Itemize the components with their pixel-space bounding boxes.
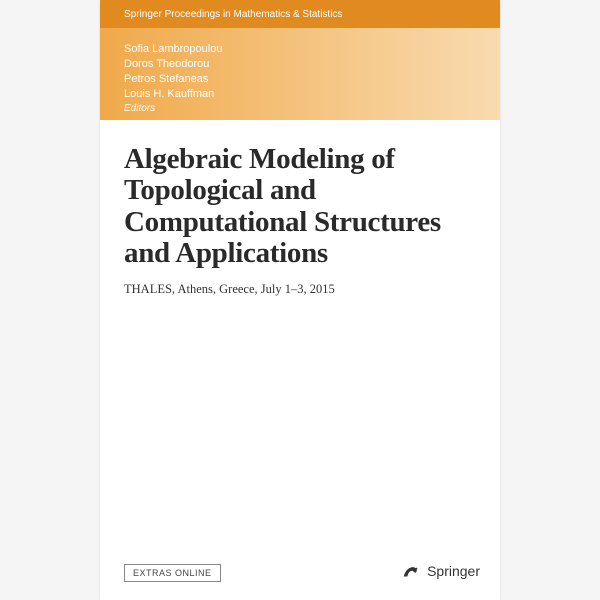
series-band: Springer Proceedings in Mathematics & St… [100, 0, 500, 28]
editor-name: Petros Stefaneas [124, 72, 500, 87]
springer-horse-icon [400, 560, 422, 582]
editor-name: Doros Theodorou [124, 57, 500, 72]
editor-name: Louis H. Kauffman [124, 87, 500, 102]
book-title: Algebraic Modeling of Topological and Co… [124, 144, 476, 269]
publisher: Springer [400, 560, 480, 582]
footer-area: EXTRAS ONLINE Springer [100, 560, 500, 582]
editor-name: Sofia Lambropoulou [124, 42, 500, 57]
editors-band: Sofia Lambropoulou Doros Theodorou Petro… [100, 28, 500, 120]
book-subtitle: THALES, Athens, Greece, July 1–3, 2015 [124, 281, 476, 297]
series-label: Springer Proceedings in Mathematics & St… [124, 9, 342, 20]
extras-badge: EXTRAS ONLINE [124, 564, 221, 582]
editors-role: Editors [124, 103, 500, 114]
publisher-name: Springer [427, 563, 480, 579]
book-cover: Springer Proceedings in Mathematics & St… [100, 0, 500, 600]
title-area: Algebraic Modeling of Topological and Co… [100, 120, 500, 298]
